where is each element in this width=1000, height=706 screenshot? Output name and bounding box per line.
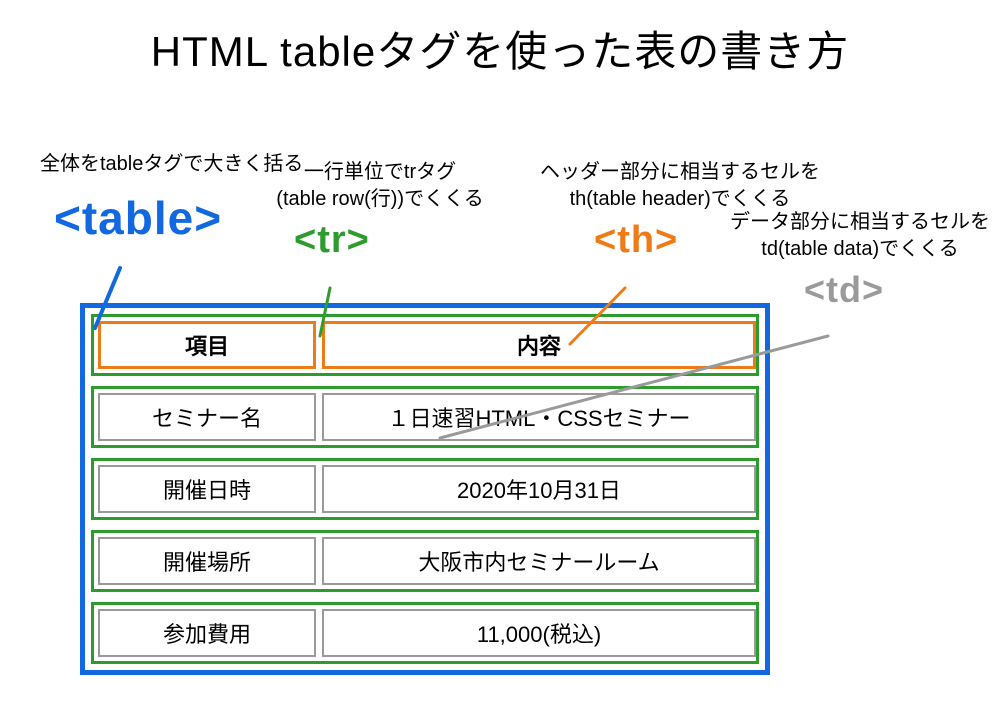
anno-tr-line1: 一行単位でtrタグ (304, 161, 456, 183)
td-cell: 参加費用 (98, 609, 316, 657)
tag-label-tr: <tr> (294, 219, 370, 262)
th-cell-col2: 内容 (322, 321, 756, 369)
table-row: 参加費用 11,000(税込) (91, 602, 759, 664)
table-row: セミナー名 １日速習HTML・CSSセミナー (91, 386, 759, 448)
table-box: 項目 内容 セミナー名 １日速習HTML・CSSセミナー 開催日時 2020年1… (80, 303, 770, 675)
diagram-stage: 全体をtableタグで大きく括る 一行単位でtrタグ (table row(行)… (0, 79, 1000, 679)
td-cell: 大阪市内セミナールーム (322, 537, 756, 585)
anno-td: データ部分に相当するセルを td(table data)でくくる (720, 209, 1000, 263)
th-cell-col1: 項目 (98, 321, 316, 369)
td-cell: セミナー名 (98, 393, 316, 441)
td-cell: 開催日時 (98, 465, 316, 513)
page-title: HTML tableタグを使った表の書き方 (0, 18, 1000, 79)
tag-label-table: <table> (54, 191, 222, 245)
table-row-header: 項目 内容 (91, 314, 759, 376)
anno-tr-line2: (table row(行))でくくる (276, 188, 483, 210)
td-cell: 11,000(税込) (322, 609, 756, 657)
td-cell: 2020年10月31日 (322, 465, 756, 513)
anno-th-line1: ヘッダー部分に相当するセルを (540, 161, 820, 183)
anno-td-line2: td(table data)でくくる (761, 238, 958, 260)
anno-td-line1: データ部分に相当するセルを (730, 211, 990, 233)
td-cell: １日速習HTML・CSSセミナー (322, 393, 756, 441)
table-row: 開催場所 大阪市内セミナールーム (91, 530, 759, 592)
anno-tr: 一行単位でtrタグ (table row(行))でくくる (250, 159, 510, 213)
td-cell: 開催場所 (98, 537, 316, 585)
anno-th: ヘッダー部分に相当するセルを th(table header)でくくる (520, 159, 840, 213)
table-row: 開催日時 2020年10月31日 (91, 458, 759, 520)
anno-th-line2: th(table header)でくくる (570, 188, 791, 210)
tag-label-td: <td> (804, 269, 884, 311)
tag-label-th: <th> (594, 219, 678, 262)
